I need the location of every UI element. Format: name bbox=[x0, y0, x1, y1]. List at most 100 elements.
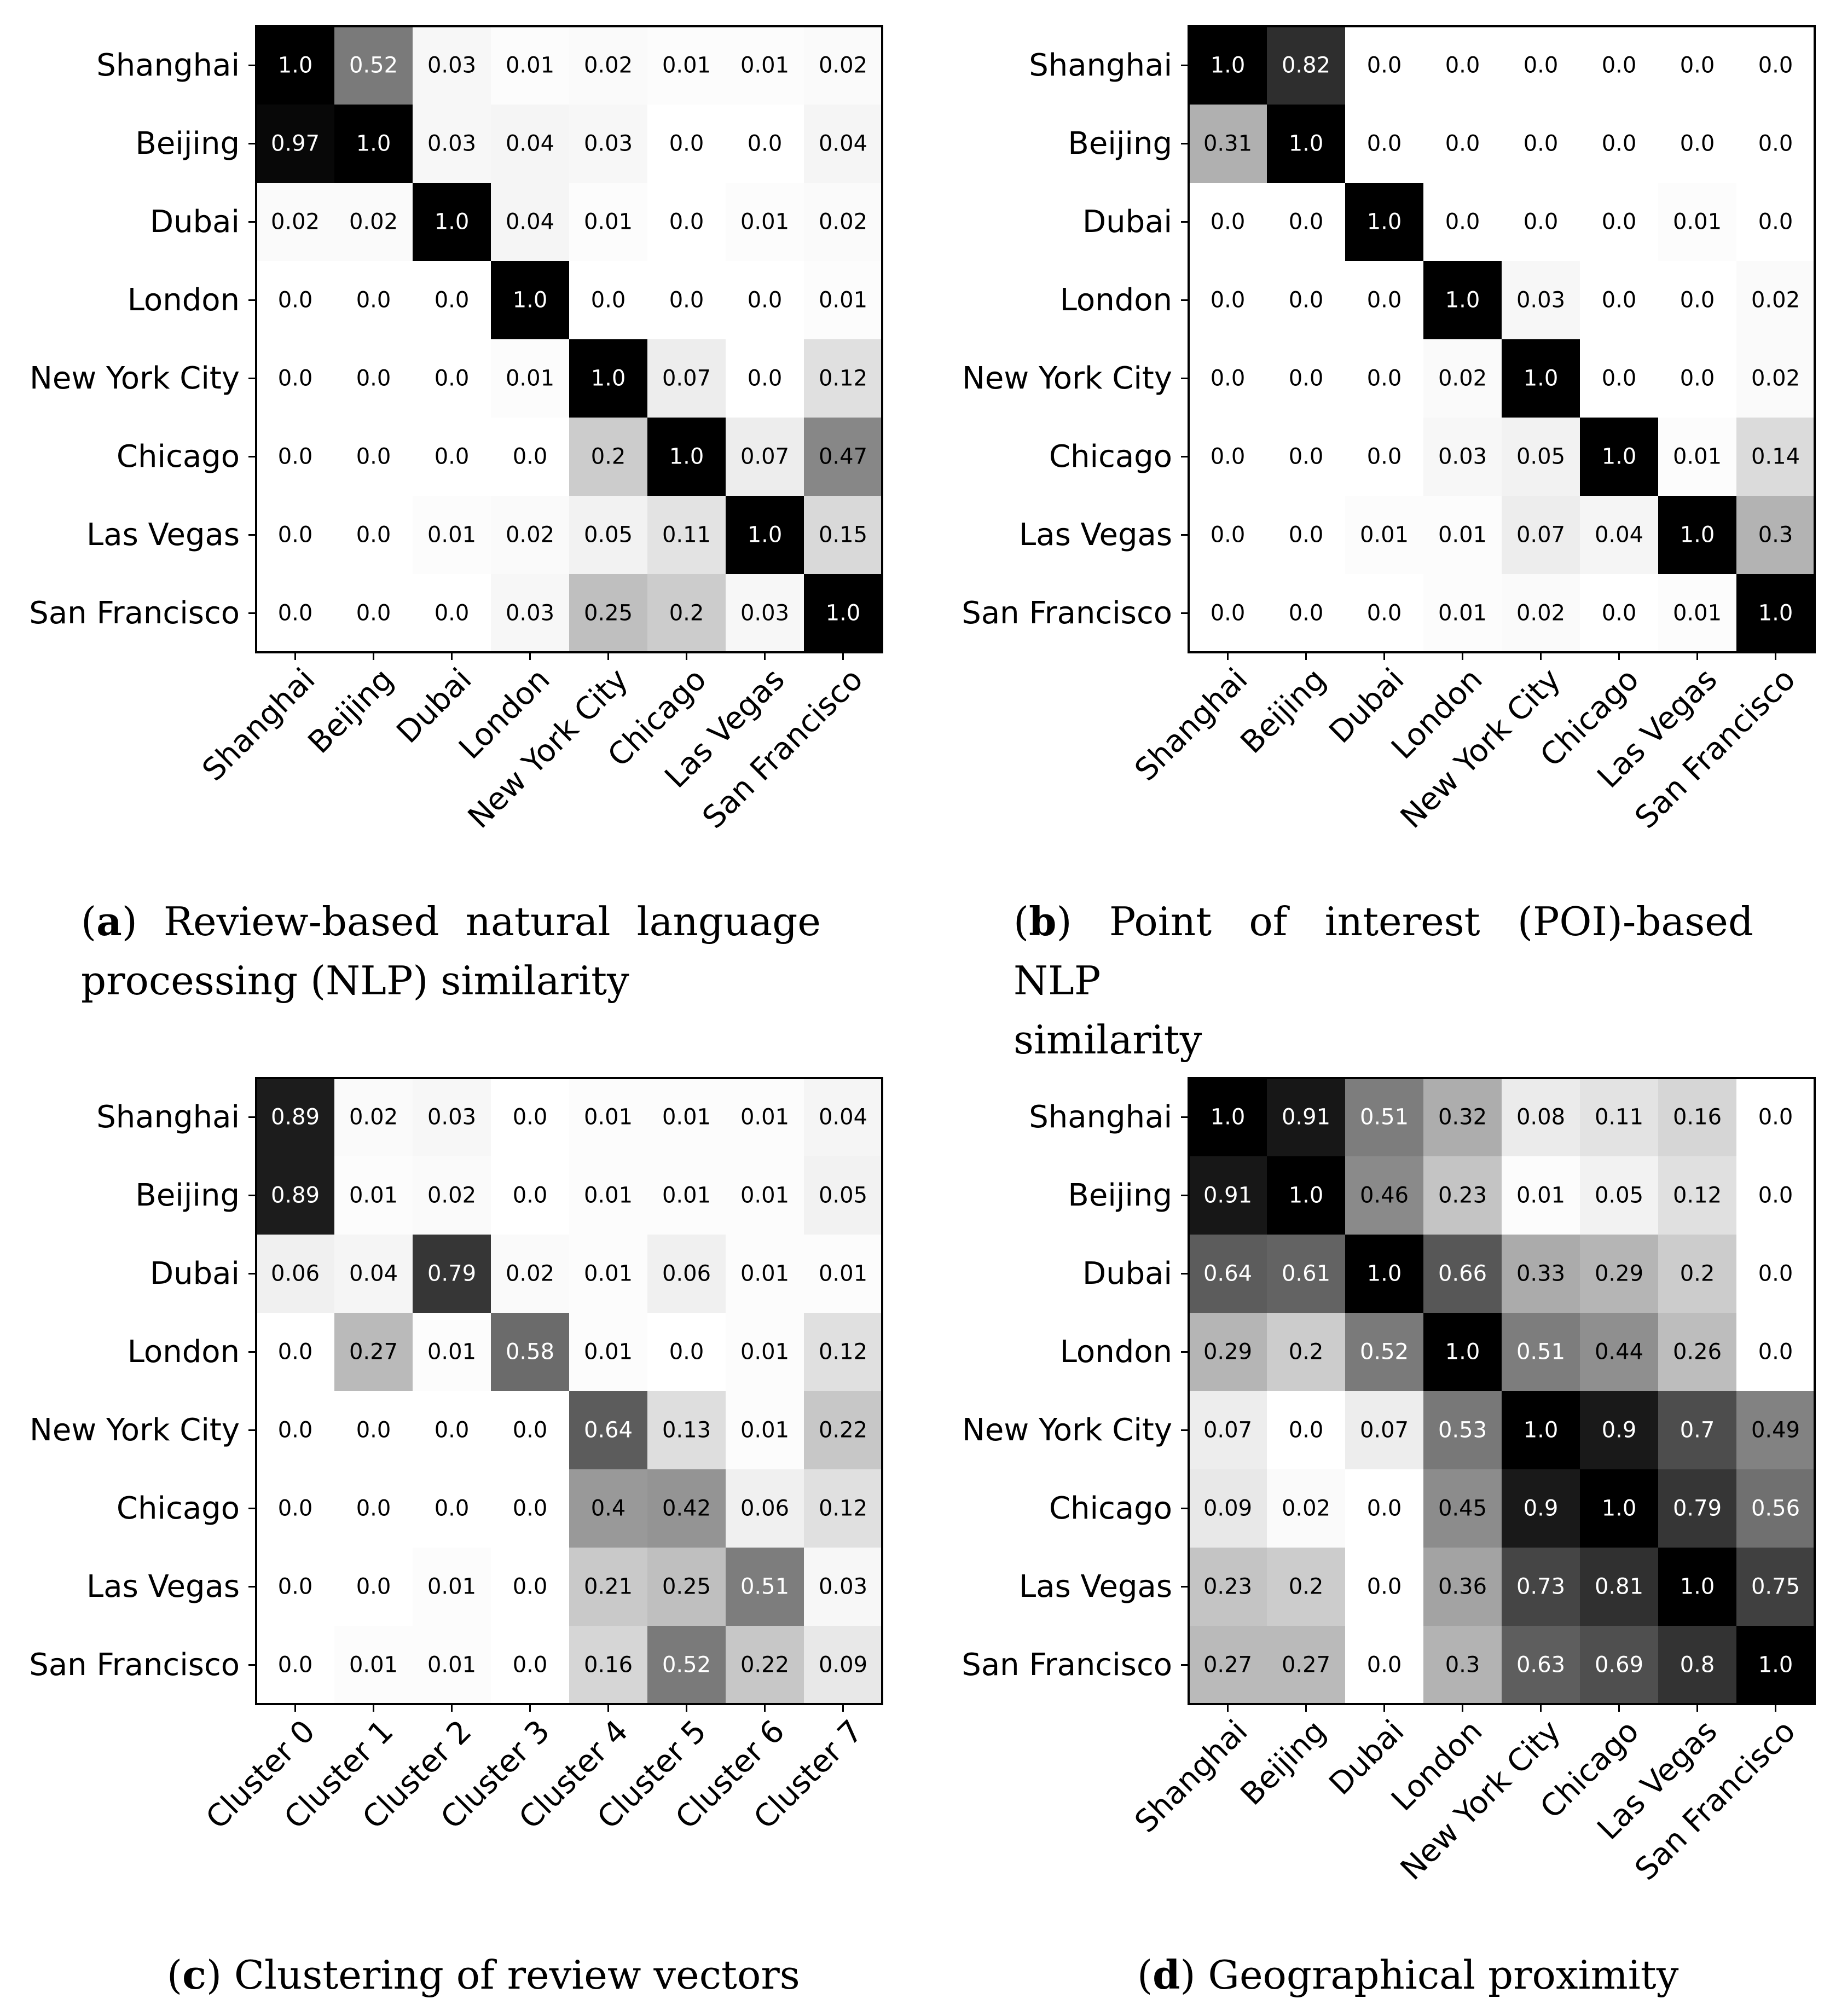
cell-value-d-6-7: 0.75 bbox=[1751, 1574, 1800, 1600]
cell-value-c-6-0: 0.0 bbox=[278, 1574, 313, 1600]
cell-value-a-0-2: 0.03 bbox=[427, 53, 476, 78]
cell-value-d-6-4: 0.73 bbox=[1516, 1574, 1565, 1600]
heatmap-cell-a-3-5 bbox=[647, 261, 726, 339]
cell-value-a-4-1: 0.0 bbox=[356, 366, 391, 391]
caption-b-label: b bbox=[1029, 898, 1057, 945]
heatmap-cell-a-7-3 bbox=[491, 574, 569, 652]
heatmap-cell-d-2-6 bbox=[1658, 1235, 1736, 1313]
cell-value-a-5-0: 0.0 bbox=[278, 444, 313, 470]
cell-value-a-4-7: 0.12 bbox=[819, 366, 867, 391]
cell-value-b-1-0: 0.31 bbox=[1203, 131, 1252, 157]
caption-a-label: a bbox=[96, 898, 122, 945]
cell-value-d-6-2: 0.0 bbox=[1367, 1574, 1402, 1600]
cell-value-c-4-6: 0.01 bbox=[740, 1418, 789, 1443]
cell-value-c-1-0: 0.89 bbox=[271, 1183, 320, 1208]
cell-value-b-5-0: 0.0 bbox=[1211, 444, 1246, 470]
heatmap-cell-d-1-6 bbox=[1658, 1156, 1736, 1235]
cell-value-d-1-2: 0.46 bbox=[1360, 1183, 1409, 1208]
cell-value-b-7-2: 0.0 bbox=[1367, 601, 1402, 626]
cell-value-c-3-0: 0.0 bbox=[278, 1340, 313, 1365]
heatmap-cell-a-1-2 bbox=[413, 105, 491, 183]
cell-value-b-3-5: 0.0 bbox=[1602, 288, 1637, 313]
heatmap-cell-b-5-4 bbox=[1502, 418, 1580, 496]
heatmap-cell-b-7-0 bbox=[1189, 574, 1267, 652]
cell-value-a-4-2: 0.0 bbox=[435, 366, 470, 391]
cell-value-b-0-0: 1.0 bbox=[1211, 53, 1246, 78]
cell-value-d-1-0: 0.91 bbox=[1203, 1183, 1252, 1208]
cell-value-b-7-1: 0.0 bbox=[1289, 601, 1324, 626]
heatmap-cell-c-7-1 bbox=[334, 1626, 413, 1704]
row-label-b-6: Las Vegas bbox=[1019, 517, 1172, 553]
heatmap-frame-c bbox=[255, 1077, 883, 1705]
cell-value-a-7-4: 0.25 bbox=[584, 601, 633, 626]
cell-value-d-6-1: 0.2 bbox=[1289, 1574, 1324, 1600]
row-label-a-5: Chicago bbox=[117, 439, 240, 474]
cell-value-a-1-4: 0.03 bbox=[584, 131, 633, 157]
cell-value-b-6-5: 0.04 bbox=[1595, 523, 1643, 548]
cell-value-d-5-3: 0.45 bbox=[1438, 1496, 1487, 1521]
heatmap-cell-a-7-1 bbox=[334, 574, 413, 652]
heatmap-cell-c-0-7 bbox=[804, 1078, 882, 1156]
cell-value-b-4-5: 0.0 bbox=[1602, 366, 1637, 391]
heatmap-cell-a-3-6 bbox=[726, 261, 804, 339]
heatmap-cell-b-5-3 bbox=[1423, 418, 1502, 496]
heatmap-cell-a-3-4 bbox=[569, 261, 647, 339]
cell-value-b-0-5: 0.0 bbox=[1602, 53, 1637, 78]
heatmap-cell-a-6-7 bbox=[804, 496, 882, 574]
col-label-d-1: Beijing bbox=[1234, 1713, 1333, 1812]
row-label-b-4: New York City bbox=[962, 361, 1172, 396]
cell-value-b-5-2: 0.0 bbox=[1367, 444, 1402, 470]
heatmap-cell-c-7-7 bbox=[804, 1626, 882, 1704]
cell-value-b-1-6: 0.0 bbox=[1680, 131, 1715, 157]
cell-value-c-5-2: 0.0 bbox=[435, 1496, 470, 1521]
row-label-a-2: Dubai bbox=[150, 204, 240, 240]
cell-value-a-1-7: 0.04 bbox=[819, 131, 867, 157]
cell-value-a-6-6: 1.0 bbox=[748, 523, 783, 548]
heatmap-cell-a-7-4 bbox=[569, 574, 647, 652]
heatmap-cell-c-1-3 bbox=[491, 1156, 569, 1235]
heatmap-cell-d-6-7 bbox=[1736, 1548, 1815, 1626]
heatmap-cell-b-5-1 bbox=[1267, 418, 1345, 496]
heatmap-cell-c-5-5 bbox=[647, 1469, 726, 1548]
heatmap-cell-a-1-5 bbox=[647, 105, 726, 183]
heatmap-cell-b-2-2 bbox=[1345, 183, 1423, 261]
heatmap-cell-b-6-7 bbox=[1736, 496, 1815, 574]
heatmap-cell-d-1-3 bbox=[1423, 1156, 1502, 1235]
heatmap-cell-a-3-1 bbox=[334, 261, 413, 339]
heatmap-cell-c-6-4 bbox=[569, 1548, 647, 1626]
heatmap-cell-a-1-1 bbox=[334, 105, 413, 183]
heatmap-cell-a-7-5 bbox=[647, 574, 726, 652]
cell-value-b-4-2: 0.0 bbox=[1367, 366, 1402, 391]
heatmap-cell-a-3-2 bbox=[413, 261, 491, 339]
heatmap-cell-d-0-1 bbox=[1267, 1078, 1345, 1156]
row-label-c-1: Beijing bbox=[135, 1178, 240, 1213]
cell-value-b-0-6: 0.0 bbox=[1680, 53, 1715, 78]
heatmap-cell-b-2-1 bbox=[1267, 183, 1345, 261]
cell-value-a-6-4: 0.05 bbox=[584, 523, 633, 548]
heatmap-cell-c-3-3 bbox=[491, 1313, 569, 1391]
heatmap-cell-d-0-2 bbox=[1345, 1078, 1423, 1156]
cell-value-b-0-7: 0.0 bbox=[1758, 53, 1793, 78]
heatmap-cell-d-4-1 bbox=[1267, 1391, 1345, 1469]
heatmap-cell-c-5-6 bbox=[726, 1469, 804, 1548]
heatmap-cell-d-5-6 bbox=[1658, 1469, 1736, 1548]
heatmap-cell-c-7-2 bbox=[413, 1626, 491, 1704]
heatmap-cell-a-2-7 bbox=[804, 183, 882, 261]
heatmap-cell-d-5-5 bbox=[1580, 1469, 1658, 1548]
heatmap-cell-a-5-0 bbox=[256, 418, 334, 496]
heatmap-cell-d-5-3 bbox=[1423, 1469, 1502, 1548]
caption-a-line-2: processing (NLP) similarity bbox=[81, 958, 629, 1004]
cell-value-b-5-5: 1.0 bbox=[1602, 444, 1637, 470]
cell-value-d-1-3: 0.23 bbox=[1438, 1183, 1487, 1208]
heatmap-cell-a-5-7 bbox=[804, 418, 882, 496]
heatmap-cell-b-7-6 bbox=[1658, 574, 1736, 652]
cell-value-d-2-5: 0.29 bbox=[1595, 1261, 1643, 1287]
cell-value-a-5-6: 0.07 bbox=[740, 444, 789, 470]
heatmap-cell-c-2-7 bbox=[804, 1235, 882, 1313]
cell-value-d-2-7: 0.0 bbox=[1758, 1261, 1793, 1287]
cell-value-a-2-6: 0.01 bbox=[740, 210, 789, 235]
heatmap-cell-a-2-5 bbox=[647, 183, 726, 261]
heatmap-panel-b: 1.0 0.82 0.0 0.0 0.0 0.0 0.0 0.0 0.31 1.0 0.0 0.0 0.… bbox=[962, 25, 1816, 836]
cell-value-d-0-5: 0.11 bbox=[1595, 1105, 1643, 1130]
cell-value-d-5-4: 0.9 bbox=[1524, 1496, 1559, 1521]
